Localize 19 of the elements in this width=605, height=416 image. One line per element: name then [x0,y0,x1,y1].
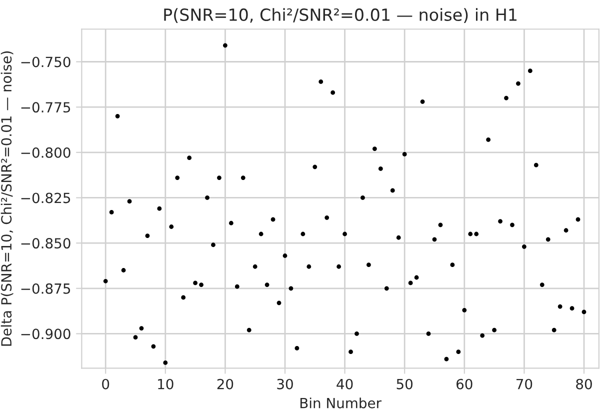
y-tick-label: −0.875 [21,283,70,294]
y-tick-label: −0.750 [21,56,70,68]
y-tick-label: −0.825 [21,192,70,204]
x-tick-label: 40 [336,378,353,390]
y-tick-label: −0.775 [21,102,70,113]
x-tick-label: 80 [576,378,592,390]
chart-title: P(SNR=10, Chi²/SNR²=0.01 — noise) in H1 [164,8,517,23]
x-tick-label: 60 [456,378,472,390]
y-axis-title: Delta P(SNR=10, Chi²/SNR²=0.01 — noise) [0,51,14,346]
y-tick-label: −0.850 [21,238,70,249]
y-tick-label: −0.900 [21,328,70,340]
y-tick-label: −0.800 [21,147,70,158]
x-tick-label: 20 [217,378,234,390]
x-tick-label: 0 [102,378,110,390]
x-axis-title: Bin Number [300,398,382,408]
x-tick-label: 70 [516,378,532,390]
x-tick-label: 10 [158,378,174,390]
x-tick-label: 50 [396,378,413,390]
x-tick-label: 30 [277,378,293,390]
